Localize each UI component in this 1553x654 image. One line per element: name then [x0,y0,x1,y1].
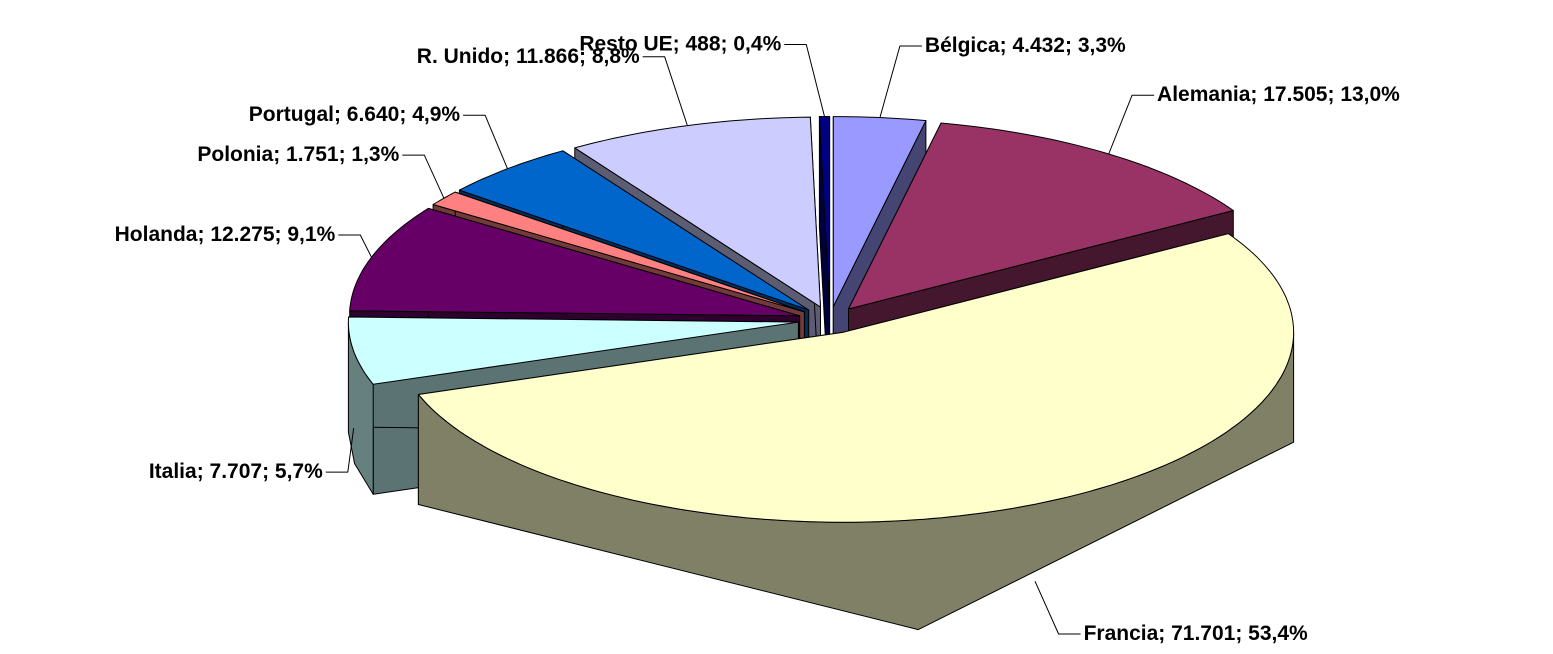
leader-line [1108,94,1155,155]
data-label: Polonia; 1.751; 1,3% [197,143,399,166]
data-label: Resto UE; 488; 0,4% [579,32,781,55]
label-part: ; [1065,34,1078,57]
label-part: 7.707 [210,460,263,483]
label-part: ; [275,223,288,246]
label-part: 13,0% [1340,83,1400,106]
leader-line [463,114,508,169]
label-part: Holanda [115,223,198,246]
label-part: ; [673,32,686,55]
label-part: 488 [686,32,721,55]
label-part: Polonia [197,143,273,166]
label-part: Bélgica [925,34,1000,57]
label-part: ; [1327,83,1340,106]
label-part: ; [197,223,210,246]
label-part: 4.432 [1012,34,1065,57]
leader-line [338,234,372,258]
label-part: 17.505 [1263,83,1328,106]
label-part: ; [273,143,286,166]
slice-top [347,316,799,385]
data-label: Bélgica; 4.432; 3,3% [925,34,1126,57]
label-part: 53,4% [1248,622,1308,645]
label-part: ; [399,103,412,126]
leader-line [879,45,922,118]
label-part: 6.640 [347,103,400,126]
label-part: 1,3% [351,143,399,166]
label-part: 0,4% [733,32,781,55]
slice-top [349,207,801,317]
label-part: ; [579,44,592,67]
label-part: 4,9% [412,103,460,126]
label-part: 5,7% [275,460,323,483]
leader-line [642,56,688,126]
data-label: Italia; 7.707; 5,7% [149,460,323,483]
leader-line [784,44,825,117]
label-part: Resto UE [579,32,672,55]
label-part: ; [1000,34,1013,57]
label-part: ; [1158,622,1171,645]
label-part: ; [262,460,275,483]
label-part: 3,3% [1078,34,1126,57]
label-part: 71.701 [1171,622,1236,645]
data-label: R. Unido; 11.866; 8,8% [417,44,640,67]
label-part: ; [334,103,347,126]
label-part: ; [339,143,352,166]
slice [417,233,1295,631]
label-part: ; [503,44,516,67]
label-part: 8,8% [592,44,640,67]
slice-top [848,122,1234,310]
slice-top [832,116,927,308]
label-part: 1.751 [286,143,339,166]
data-label: Alemania; 17.505; 13,0% [1157,83,1400,106]
leader-line [402,154,445,199]
leader-line [325,428,355,473]
label-part: 11.866 [516,44,579,67]
label-part: 12.275 [210,223,275,246]
label-part: ; [721,32,734,55]
data-label: Francia; 71.701; 53,4% [1084,622,1308,645]
label-part: ; [1235,622,1248,645]
label-part: Alemania [1157,83,1251,106]
label-part: ; [197,460,210,483]
label-part: R. Unido [417,44,503,67]
label-part: ; [1250,83,1263,106]
label-part: Francia [1084,622,1159,645]
leader-line [1034,580,1081,635]
label-part: Portugal [249,103,334,126]
slice-top [417,233,1295,523]
data-label: Portugal; 6.640; 4,9% [249,103,461,126]
data-label: Holanda; 12.275; 9,1% [115,223,336,246]
label-part: 9,1% [287,223,335,246]
label-part: Italia [149,460,197,483]
